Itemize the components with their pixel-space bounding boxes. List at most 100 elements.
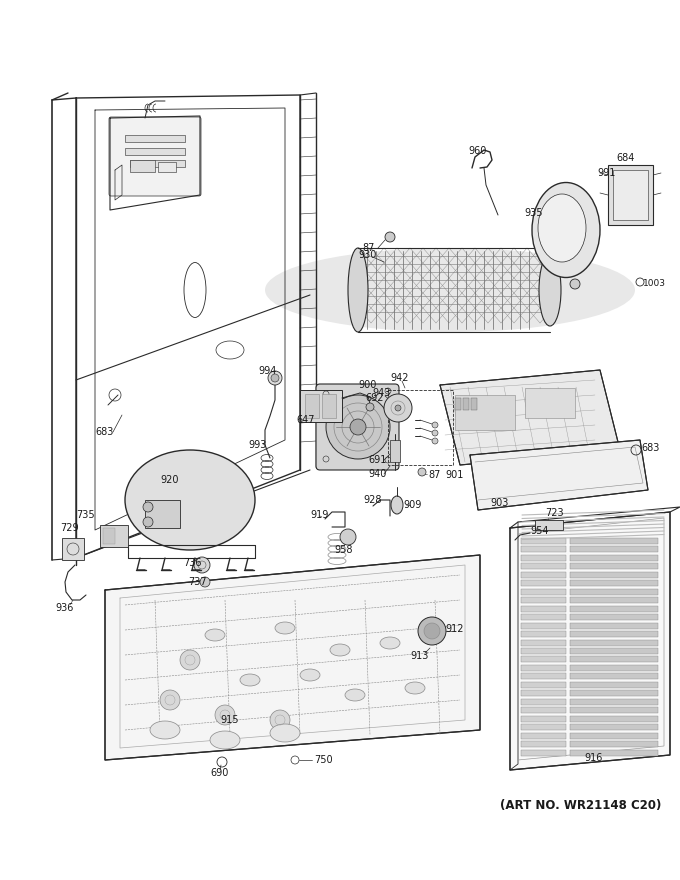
Bar <box>521 708 566 713</box>
Bar <box>455 395 515 430</box>
Text: 691: 691 <box>368 455 386 465</box>
Bar <box>570 656 658 663</box>
Bar <box>570 690 658 696</box>
Text: 991: 991 <box>597 168 615 178</box>
Text: 683: 683 <box>95 427 114 437</box>
Polygon shape <box>440 370 620 465</box>
Text: 737: 737 <box>188 577 207 587</box>
Bar <box>570 589 658 595</box>
Bar <box>570 724 658 730</box>
Bar <box>305 394 319 418</box>
Ellipse shape <box>345 689 365 701</box>
Bar <box>570 648 658 654</box>
Bar <box>521 563 566 569</box>
Bar <box>62 538 84 560</box>
Bar <box>521 690 566 696</box>
Bar <box>570 572 658 578</box>
Bar <box>125 135 185 142</box>
Bar <box>521 682 566 688</box>
Bar <box>521 589 566 595</box>
Text: 960: 960 <box>468 146 486 156</box>
Text: 87: 87 <box>428 470 441 480</box>
Bar <box>521 673 566 679</box>
Bar <box>570 631 658 637</box>
Text: 692: 692 <box>365 393 384 403</box>
Bar <box>570 598 658 603</box>
Bar <box>570 665 658 671</box>
Text: 936: 936 <box>55 603 73 613</box>
Text: 916: 916 <box>584 753 602 763</box>
Circle shape <box>432 422 438 428</box>
Text: 930: 930 <box>358 250 376 260</box>
Text: 729: 729 <box>60 523 79 533</box>
Bar <box>570 555 658 561</box>
Bar <box>570 750 658 756</box>
Text: 993: 993 <box>248 440 267 450</box>
Text: 723: 723 <box>545 508 564 518</box>
Bar <box>570 614 658 620</box>
Text: 935: 935 <box>524 208 543 218</box>
Bar <box>521 640 566 646</box>
Ellipse shape <box>348 248 368 332</box>
Ellipse shape <box>538 194 586 262</box>
Bar <box>390 440 400 462</box>
Bar <box>521 741 566 747</box>
Bar <box>570 699 658 705</box>
Text: 943: 943 <box>372 388 390 398</box>
Bar <box>521 724 566 730</box>
Circle shape <box>194 557 210 573</box>
Bar <box>521 572 566 578</box>
Bar <box>521 580 566 586</box>
Circle shape <box>432 438 438 444</box>
Ellipse shape <box>330 644 350 656</box>
Circle shape <box>424 623 440 639</box>
Circle shape <box>270 710 290 730</box>
Bar <box>521 546 566 553</box>
Text: 901: 901 <box>445 470 463 480</box>
Bar <box>130 160 185 167</box>
Bar <box>300 390 342 422</box>
Text: 942: 942 <box>390 373 409 383</box>
Circle shape <box>432 430 438 436</box>
Bar <box>521 665 566 671</box>
Ellipse shape <box>210 731 240 749</box>
Circle shape <box>366 403 374 411</box>
Bar <box>570 741 658 747</box>
Bar <box>521 656 566 663</box>
Circle shape <box>200 577 210 587</box>
Bar <box>521 648 566 654</box>
Circle shape <box>180 650 200 670</box>
Bar <box>521 631 566 637</box>
Ellipse shape <box>150 721 180 739</box>
Bar <box>570 580 658 586</box>
Text: 690: 690 <box>210 768 228 778</box>
Text: 913: 913 <box>410 651 428 661</box>
Text: 994: 994 <box>258 366 276 376</box>
Bar <box>463 398 469 410</box>
Ellipse shape <box>275 622 295 634</box>
Circle shape <box>340 529 356 545</box>
Circle shape <box>570 279 580 289</box>
Circle shape <box>326 395 390 459</box>
Polygon shape <box>470 440 648 510</box>
Ellipse shape <box>240 674 260 686</box>
Polygon shape <box>510 512 670 770</box>
Bar <box>521 555 566 561</box>
Bar <box>570 673 658 679</box>
Bar <box>125 148 185 155</box>
Ellipse shape <box>405 682 425 694</box>
Ellipse shape <box>532 182 600 277</box>
Text: 735: 735 <box>76 510 95 520</box>
Bar <box>570 605 658 612</box>
Bar <box>570 708 658 713</box>
Circle shape <box>160 690 180 710</box>
Text: 683: 683 <box>641 443 660 453</box>
Bar <box>521 733 566 738</box>
Bar <box>613 170 648 220</box>
Ellipse shape <box>125 450 255 550</box>
Text: 912: 912 <box>445 624 464 634</box>
Text: 750: 750 <box>314 755 333 765</box>
Ellipse shape <box>265 248 635 332</box>
Bar <box>521 614 566 620</box>
Text: (ART NO. WR21148 C20): (ART NO. WR21148 C20) <box>500 798 662 811</box>
